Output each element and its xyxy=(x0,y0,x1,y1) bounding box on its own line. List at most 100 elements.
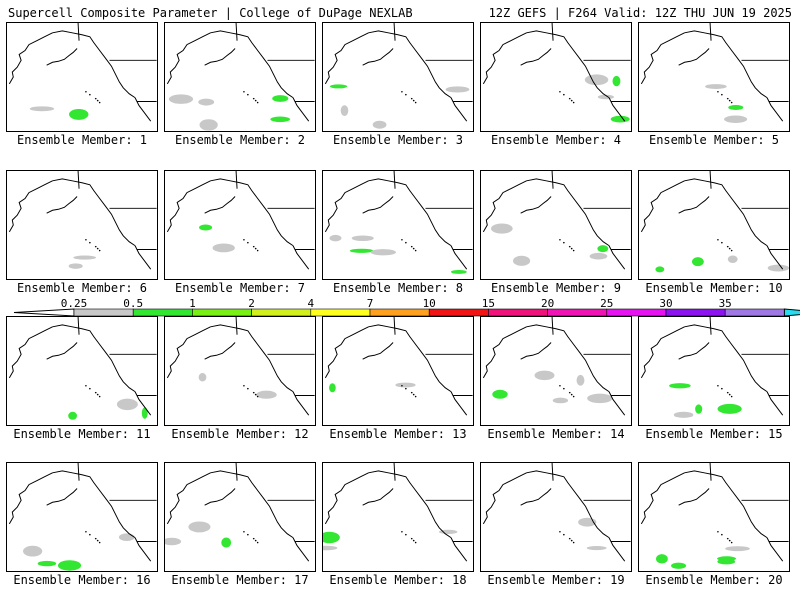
island xyxy=(98,541,101,544)
island xyxy=(85,238,87,241)
colorbar-segment xyxy=(665,308,726,317)
scp-shading xyxy=(168,94,194,104)
coastline xyxy=(8,180,53,233)
member-label: Ensemble Member: 7 xyxy=(174,281,306,295)
ensemble-panel: Ensemble Member: 16 xyxy=(6,462,158,587)
coastline xyxy=(526,30,610,99)
island xyxy=(96,539,99,542)
scp-shading xyxy=(199,224,213,231)
colorbar-tick-label: 4 xyxy=(307,297,314,310)
island xyxy=(96,393,99,396)
colorbar-tick-label: 15 xyxy=(482,297,495,310)
island xyxy=(572,541,575,544)
scp-shading xyxy=(270,116,291,123)
scp-shading xyxy=(586,545,607,551)
scp-shading xyxy=(534,370,555,381)
coastline xyxy=(8,472,53,525)
scp-shading xyxy=(717,403,742,414)
island xyxy=(405,93,407,96)
coastline xyxy=(678,488,710,506)
island xyxy=(243,238,245,241)
scp-shading xyxy=(118,533,135,541)
coastline xyxy=(526,324,610,393)
island xyxy=(412,539,415,542)
island xyxy=(405,533,407,536)
coastline xyxy=(684,178,768,247)
island xyxy=(410,391,413,394)
color-scale-legend: 0.25 0.5 1 2 4 7 10 15 20 25 30 35 xyxy=(13,297,800,317)
island xyxy=(254,393,257,396)
scp-shading xyxy=(584,74,609,86)
coastline xyxy=(684,324,768,393)
island xyxy=(717,90,719,93)
coastline xyxy=(368,470,452,539)
coastline xyxy=(393,171,396,189)
coastline xyxy=(526,470,610,539)
island xyxy=(252,537,255,540)
member-map xyxy=(6,316,158,426)
island xyxy=(570,247,573,250)
coastline xyxy=(520,342,552,360)
coastline xyxy=(8,32,53,85)
island xyxy=(572,249,575,252)
island xyxy=(570,539,573,542)
scp-shading xyxy=(340,105,349,117)
island xyxy=(401,530,403,533)
ensemble-panel: Ensemble Member: 13 xyxy=(322,316,474,441)
island xyxy=(96,99,99,102)
island xyxy=(721,387,723,390)
coastline xyxy=(551,463,554,481)
ensemble-panel: Ensemble Member: 20 xyxy=(638,462,790,587)
scp-shading xyxy=(445,86,470,93)
island xyxy=(85,530,87,533)
coastline xyxy=(46,48,78,66)
scp-shading xyxy=(767,264,789,272)
member-map xyxy=(164,462,316,572)
colorbar-low-arrow xyxy=(13,308,75,317)
island xyxy=(414,249,417,252)
scp-shading xyxy=(671,562,687,569)
island xyxy=(254,539,257,542)
coastline xyxy=(709,171,712,189)
coastline xyxy=(551,171,554,189)
scp-shading xyxy=(717,558,736,565)
coastline xyxy=(368,178,452,247)
island xyxy=(94,97,97,100)
coastline xyxy=(235,23,238,41)
scp-shading xyxy=(69,108,89,120)
island xyxy=(563,93,565,96)
island xyxy=(405,387,407,390)
island xyxy=(254,99,257,102)
colorbar-tick-label: 1 xyxy=(189,297,196,310)
colorbar-tick-label: 7 xyxy=(367,297,374,310)
island xyxy=(559,384,561,387)
scp-shading xyxy=(323,531,340,544)
member-label: Ensemble Member: 18 xyxy=(329,573,467,587)
island xyxy=(563,533,565,536)
member-label: Ensemble Member: 4 xyxy=(490,133,622,147)
ensemble-panel: Ensemble Member: 14 xyxy=(480,316,632,441)
coastline xyxy=(551,317,554,335)
member-map xyxy=(638,22,790,132)
island xyxy=(98,395,101,398)
scp-shading xyxy=(587,393,613,404)
island xyxy=(96,247,99,250)
colorbar-tick-label: 0.25 xyxy=(61,297,88,310)
island xyxy=(247,533,249,536)
ensemble-panel: Ensemble Member: 5 xyxy=(638,22,790,147)
ensemble-panel: Ensemble Member: 12 xyxy=(164,316,316,441)
coastline xyxy=(235,463,238,481)
member-map xyxy=(322,462,474,572)
coastline xyxy=(709,317,712,335)
scp-shading xyxy=(370,249,396,256)
island xyxy=(247,241,249,244)
coastline xyxy=(77,23,80,41)
coastline xyxy=(166,472,211,525)
island xyxy=(252,245,255,248)
member-label: Ensemble Member: 8 xyxy=(332,281,464,295)
coastline xyxy=(235,171,238,189)
scp-shading xyxy=(68,263,83,269)
island xyxy=(568,391,571,394)
scp-shading xyxy=(724,115,748,123)
island xyxy=(256,101,259,104)
